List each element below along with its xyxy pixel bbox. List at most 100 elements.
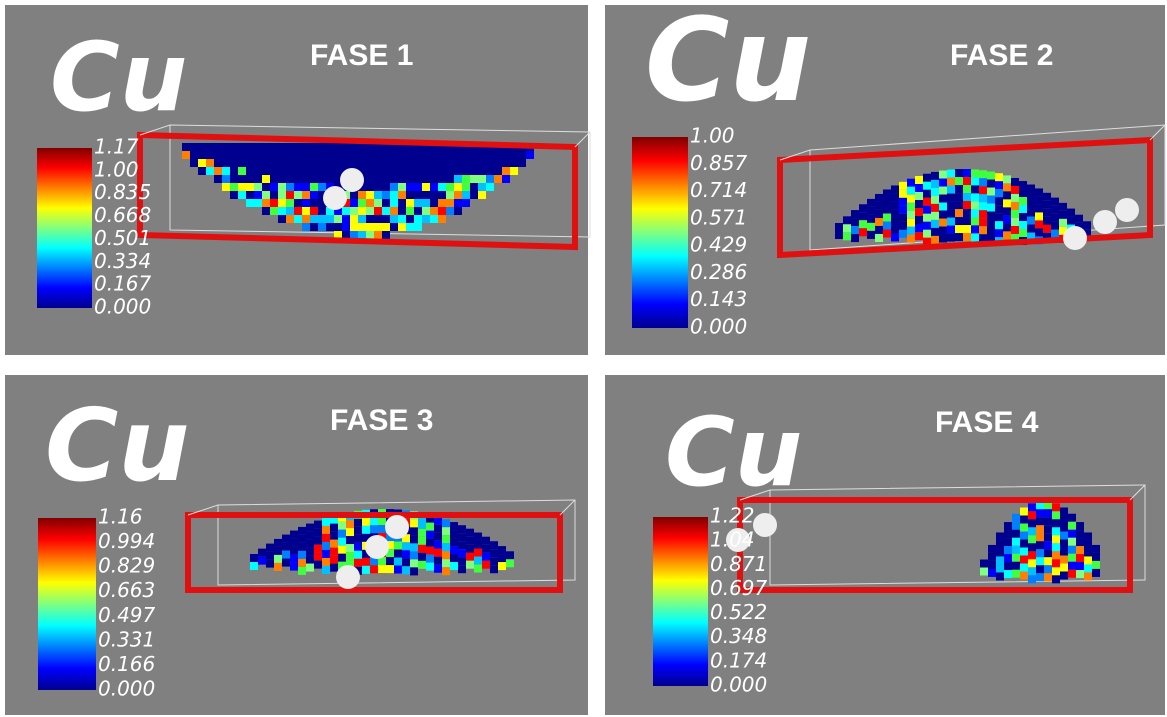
voxel [883,197,891,205]
voxel [939,203,947,211]
voxel [238,175,246,183]
voxel [490,541,498,549]
voxel [362,526,370,534]
voxel [238,183,246,191]
voxel [1028,543,1036,551]
voxel [342,159,350,167]
voxel [214,151,222,159]
probe-sphere [1093,210,1117,234]
voxel [290,555,298,563]
voxel [318,151,326,159]
voxel [254,159,262,167]
voxel [382,223,390,231]
voxel [454,159,462,167]
voxel [370,565,378,573]
voxel [398,151,406,159]
voxel [1068,570,1076,578]
voxel [1044,533,1052,541]
voxel [246,191,254,199]
voxel [326,215,334,223]
voxel [286,191,294,199]
voxel [278,215,286,223]
voxel [190,151,198,159]
voxel [1036,533,1044,541]
voxel [458,557,466,565]
voxel [995,229,1003,237]
voxel [1020,540,1028,548]
voxel [923,182,931,190]
voxel [1012,514,1020,522]
voxel [995,197,1003,205]
voxel [875,210,883,218]
voxel [318,175,326,183]
voxel [1051,230,1059,238]
voxel [466,561,474,569]
voxel [390,175,398,183]
voxel [526,151,534,159]
voxel [270,199,278,207]
voxel [358,191,366,199]
voxel [506,559,514,567]
voxel [414,191,422,199]
voxel [426,555,434,563]
voxel [382,215,390,223]
voxel [1052,519,1060,527]
voxel [1051,198,1059,206]
voxel [310,175,318,183]
voxel [382,231,390,239]
voxel [971,193,979,201]
voxel [899,198,907,206]
voxel [382,151,390,159]
voxel [358,199,366,207]
voxel [1020,556,1028,564]
voxel [478,159,486,167]
colorbar-label: 0.286 [690,260,747,284]
voxel [1003,215,1011,223]
voxel [438,215,446,223]
voxel [1019,197,1027,205]
voxel [474,557,482,565]
voxel [498,562,506,570]
voxel [402,558,410,566]
voxel [1003,175,1011,183]
voxel [963,217,971,225]
voxel [310,159,318,167]
voxel [1084,548,1092,556]
voxel [1059,211,1067,219]
voxel [462,191,470,199]
voxel [510,151,518,159]
voxel [1003,183,1011,191]
voxel [262,207,270,215]
voxel [1028,559,1036,567]
voxel [214,175,222,183]
voxel [422,175,430,183]
voxel [466,553,474,561]
voxel [418,521,426,529]
probe-sphere [1115,198,1139,222]
voxel [899,222,907,230]
voxel [923,230,931,238]
voxel [438,159,446,167]
voxel [358,207,366,215]
voxel [996,556,1004,564]
voxel [206,143,214,151]
voxel [434,565,442,573]
voxel [1043,209,1051,217]
voxel [466,545,474,553]
voxel [843,224,851,232]
voxel [1004,538,1012,546]
voxel [190,159,198,167]
voxel [238,191,246,199]
voxel [1051,206,1059,214]
probe-sphere [385,515,409,539]
voxel [294,159,302,167]
voxel [382,199,390,207]
voxel [987,180,995,188]
voxel [987,196,995,204]
voxel [1076,546,1084,554]
voxel [230,143,238,151]
voxel [486,159,494,167]
colorbar-label: 0.000 [690,315,747,339]
voxel [923,214,931,222]
voxel [995,213,1003,221]
